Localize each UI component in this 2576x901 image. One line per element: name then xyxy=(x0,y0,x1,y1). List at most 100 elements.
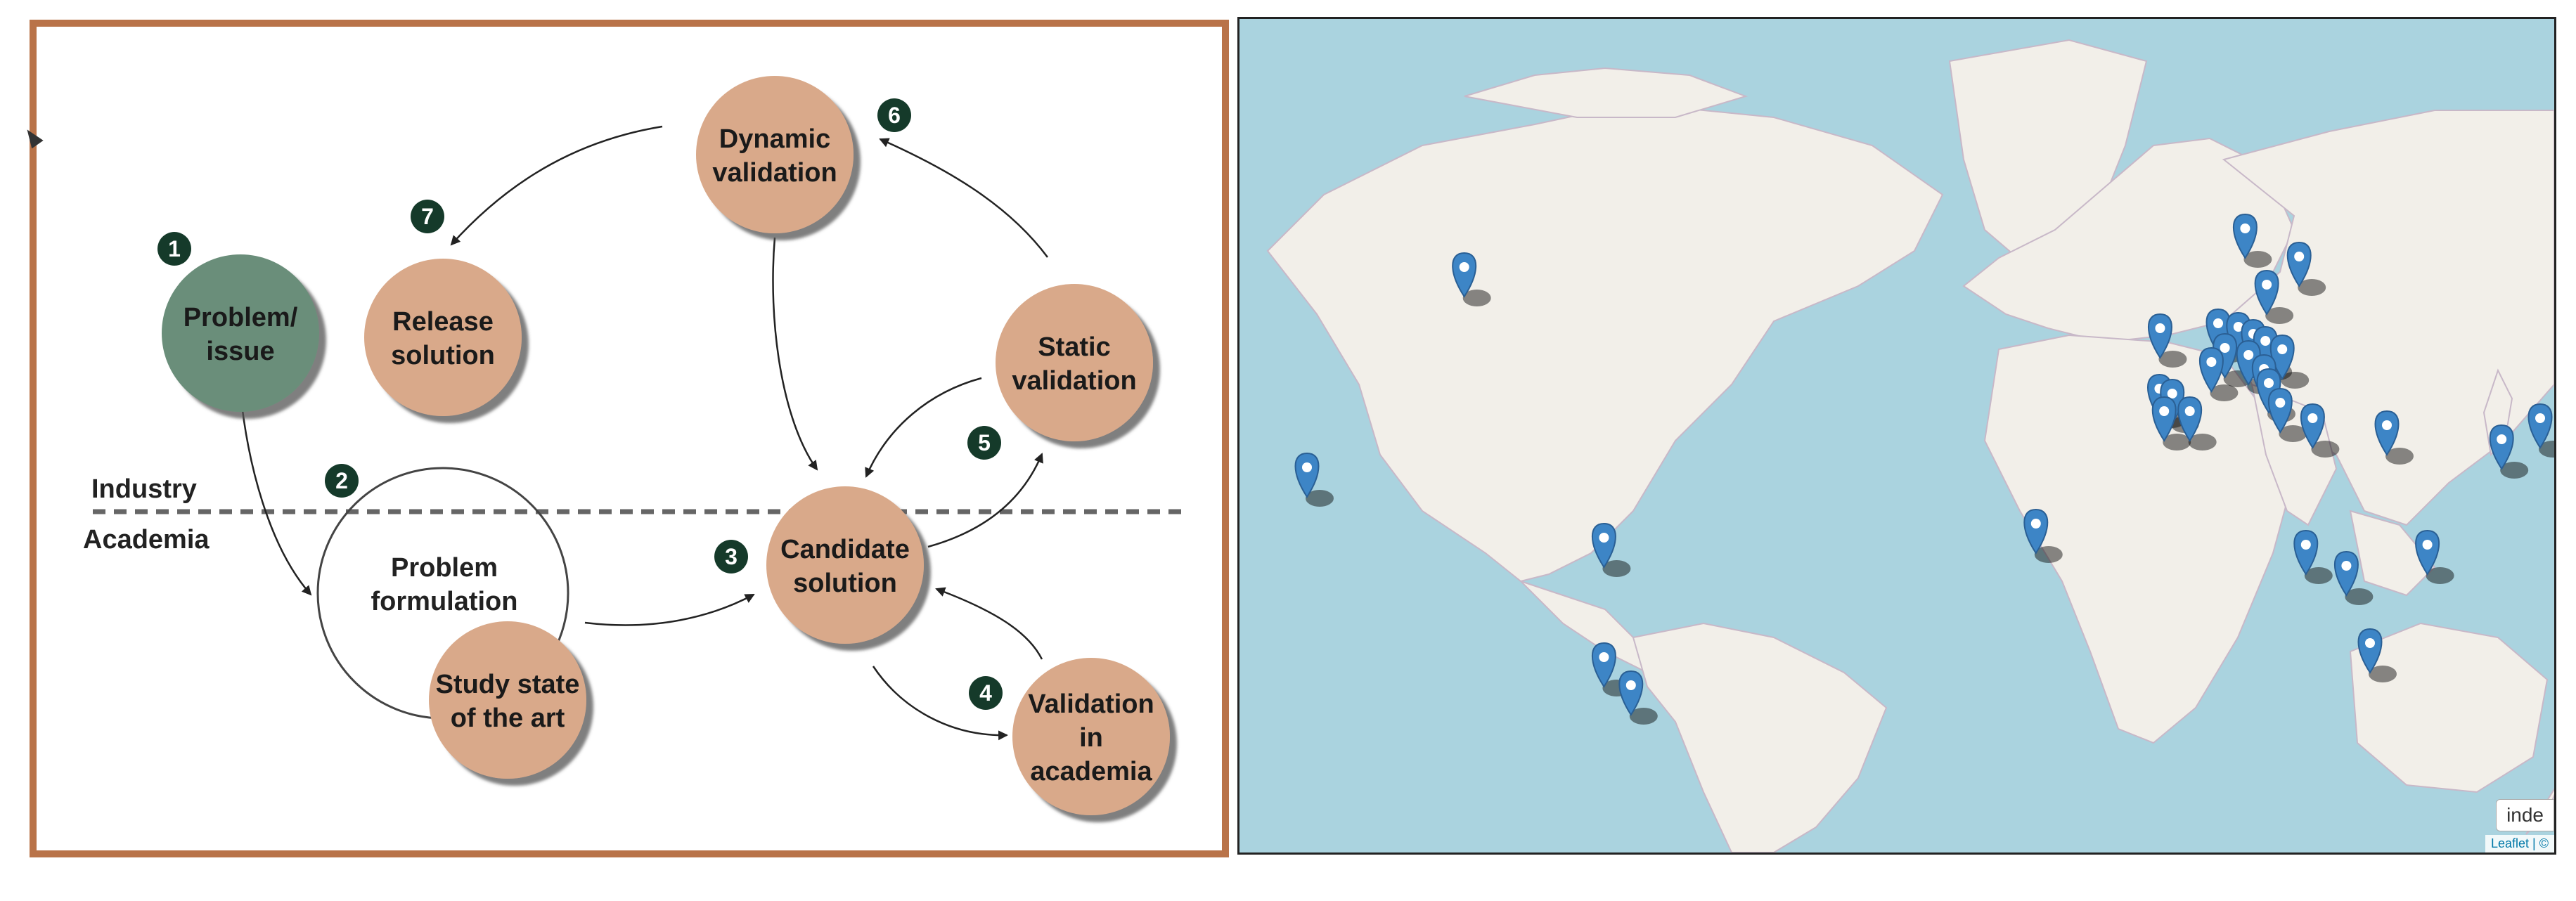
marker-pin[interactable] xyxy=(2267,387,2293,434)
marker-pin[interactable] xyxy=(2333,550,2359,597)
map-marker-icon[interactable] xyxy=(2374,410,2414,465)
node-validation: Validation in academia 4 xyxy=(969,658,1170,815)
marker-dot xyxy=(2262,280,2272,290)
marker-pin[interactable] xyxy=(1591,522,1616,569)
step-badge-6 xyxy=(877,98,911,132)
marker-pin[interactable] xyxy=(2286,241,2312,287)
map-marker-icon[interactable] xyxy=(2267,387,2307,442)
map-marker-icon[interactable] xyxy=(2333,550,2374,605)
node-candidate: Candidate solution 3 xyxy=(714,486,924,644)
world-map[interactable]: inde Leaflet | © xyxy=(1237,17,2556,855)
map-marker-icon[interactable] xyxy=(2023,508,2063,563)
marker-dot xyxy=(2307,413,2318,423)
map-marker-icon[interactable] xyxy=(2357,628,2397,682)
map-marker-icon[interactable] xyxy=(2232,213,2272,268)
node-problem-label: issue xyxy=(206,337,274,366)
arrow-problem-to-formulation xyxy=(239,391,312,596)
node-problem-circle xyxy=(162,254,319,412)
map-marker-icon[interactable] xyxy=(2300,403,2340,458)
node-dynamic-label: validation xyxy=(712,158,837,188)
map-markers[interactable] xyxy=(1294,213,2555,725)
diagram-nodes: Problem/issue 1 Release solution 7 Dynamic val… xyxy=(157,76,1170,815)
map-marker-icon[interactable] xyxy=(2198,346,2239,401)
node-static-label: Static xyxy=(1038,332,1110,362)
marker-pin[interactable] xyxy=(2300,403,2325,449)
marker-shadow xyxy=(2311,441,2340,458)
map-control-button[interactable]: inde xyxy=(2496,799,2554,831)
node-candidate-label: solution xyxy=(793,569,897,598)
map-marker-icon[interactable] xyxy=(2489,424,2529,479)
marker-dot xyxy=(2184,406,2195,416)
node-static-circle xyxy=(996,284,1153,441)
industry-label: Industry xyxy=(91,474,197,504)
marker-pin[interactable] xyxy=(2293,529,2319,576)
marker-shadow xyxy=(1462,290,1491,306)
step-badge-5 xyxy=(967,426,1001,460)
marker-pin[interactable] xyxy=(2374,410,2400,456)
map-marker-icon[interactable] xyxy=(1591,522,1631,577)
marker-shadow xyxy=(2426,567,2454,584)
marker-dot xyxy=(2535,413,2545,423)
marker-pin[interactable] xyxy=(2198,346,2224,393)
leaflet-attribution[interactable]: Leaflet | © xyxy=(2485,835,2554,853)
marker-pin[interactable] xyxy=(2147,313,2172,359)
map-marker-icon[interactable] xyxy=(2151,396,2191,451)
marker-pin[interactable] xyxy=(2415,529,2440,576)
map-marker-icon[interactable] xyxy=(2293,529,2333,584)
arrow-candidate-to-validation xyxy=(872,666,1008,741)
marker-pin[interactable] xyxy=(2527,403,2553,449)
marker-dot xyxy=(2497,434,2507,444)
map-marker-icon[interactable] xyxy=(1294,452,1334,507)
node-problem-label: Problem/ xyxy=(183,303,298,332)
marker-pin[interactable] xyxy=(1618,670,1644,716)
marker-shadow xyxy=(2243,251,2272,268)
map-canvas[interactable] xyxy=(1239,19,2554,853)
step-badge-3-label: 3 xyxy=(725,544,738,569)
marker-dot xyxy=(2277,344,2288,354)
marker-pin[interactable] xyxy=(2489,424,2514,470)
marker-pin[interactable] xyxy=(2357,628,2383,674)
marker-pin[interactable] xyxy=(2232,213,2258,259)
map-marker-icon[interactable] xyxy=(2269,334,2310,389)
marker-shadow xyxy=(2281,372,2310,389)
map-marker-icon[interactable] xyxy=(2286,241,2326,296)
marker-pin[interactable] xyxy=(1452,252,1477,298)
map-marker-icon[interactable] xyxy=(2147,313,2187,368)
map-marker-icon[interactable] xyxy=(1452,252,1491,306)
node-static-label: validation xyxy=(1012,366,1136,396)
diagram-canvas: Industry Academia Problem formulation Pr… xyxy=(83,76,1190,815)
step-badge-6-label: 6 xyxy=(888,103,901,128)
south-america xyxy=(1632,622,1888,853)
node-study-circle xyxy=(429,621,586,779)
marker-pin[interactable] xyxy=(1591,642,1616,688)
map-marker-icon[interactable] xyxy=(2177,396,2217,451)
step-badge-1-label: 1 xyxy=(168,236,181,261)
marker-pin[interactable] xyxy=(1294,452,1320,498)
marker-pin[interactable] xyxy=(2177,396,2203,442)
map-marker-icon[interactable] xyxy=(2527,403,2555,458)
marker-dot xyxy=(1599,652,1609,662)
marker-dot xyxy=(2167,389,2177,398)
node-release-circle xyxy=(364,259,522,416)
map-marker-icon[interactable] xyxy=(2415,529,2454,584)
marker-dot xyxy=(2365,638,2375,648)
map-marker-icon[interactable] xyxy=(2254,269,2294,324)
australia xyxy=(2349,622,2549,793)
marker-dot xyxy=(2243,350,2254,360)
step-badge-2-label: 2 xyxy=(335,468,348,493)
node-dynamic: Dynamic validation 6 xyxy=(696,76,911,233)
node-study: Study state of the art xyxy=(429,621,586,779)
arrow-candidate-to-static xyxy=(927,453,1043,548)
marker-pin[interactable] xyxy=(2254,269,2279,316)
africa xyxy=(1983,334,2295,744)
node-validation-circle xyxy=(1012,658,1170,815)
marker-dot xyxy=(1625,680,1636,690)
map-marker-icon[interactable] xyxy=(1618,670,1658,725)
node-validation-label: academia xyxy=(1030,757,1152,786)
marker-shadow xyxy=(2369,666,2397,682)
arrow-validation-to-candidate xyxy=(935,587,1043,660)
marker-pin[interactable] xyxy=(2023,508,2049,555)
marker-pin[interactable] xyxy=(2151,396,2177,442)
marker-dot xyxy=(2341,561,2352,571)
